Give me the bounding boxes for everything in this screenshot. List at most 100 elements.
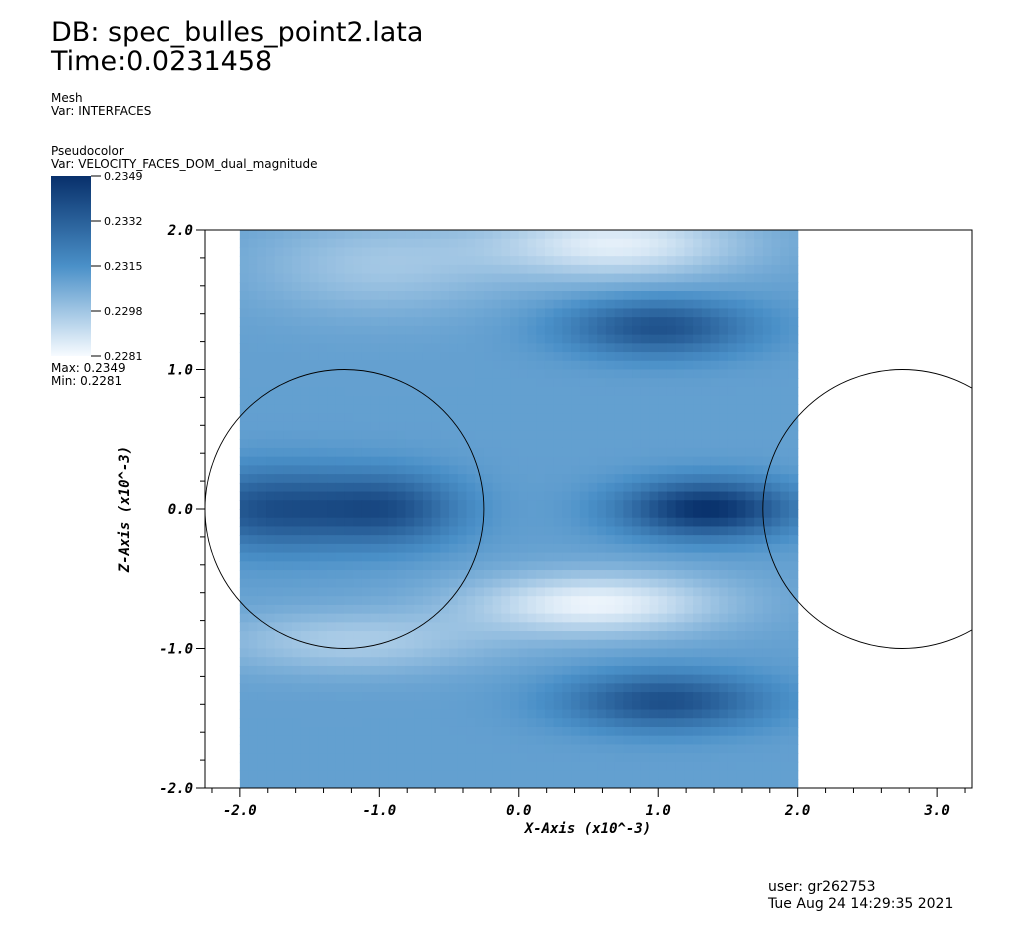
- heatmap-cell: [396, 299, 407, 310]
- heatmap-cell: [605, 692, 616, 702]
- heatmap-cell: [527, 526, 537, 536]
- heatmap-cell: [579, 587, 590, 597]
- heatmap-cell: [414, 491, 424, 501]
- heatmap-cell: [466, 352, 476, 362]
- heatmap-cell: [248, 317, 258, 327]
- heatmap-cell: [605, 535, 616, 545]
- heatmap-cell: [588, 256, 598, 266]
- heatmap-cell: [736, 657, 746, 667]
- x-tick-label: 3.0: [923, 803, 949, 819]
- heatmap-cell: [754, 639, 764, 650]
- heatmap-cell: [771, 395, 781, 405]
- heatmap-cell: [318, 587, 328, 597]
- heatmap-cell: [771, 421, 781, 432]
- x-axis: -2.0 -1.0 0.0 1.0 2.0 3.0: [211, 788, 966, 819]
- heatmap-cell: [379, 578, 389, 589]
- heatmap-cell: [788, 264, 799, 275]
- heatmap-cell: [309, 395, 319, 405]
- heatmap-cell: [414, 692, 424, 702]
- heatmap-cell: [579, 622, 590, 632]
- heatmap-cell: [361, 291, 372, 301]
- heatmap-cell: [754, 238, 764, 249]
- heatmap-cell: [266, 369, 276, 379]
- heatmap-cell: [649, 779, 659, 788]
- heatmap-cell: [553, 509, 563, 519]
- heatmap-cell: [414, 761, 424, 772]
- heatmap-cell: [266, 613, 276, 623]
- heatmap-cell: [353, 657, 363, 667]
- heatmap-cell: [632, 639, 642, 650]
- heatmap-cell: [762, 631, 773, 641]
- heatmap-cell: [388, 291, 398, 301]
- heatmap-cell: [701, 770, 712, 780]
- heatmap-cell: [379, 299, 389, 310]
- heatmap-cell: [440, 264, 450, 275]
- heatmap-cell: [327, 247, 337, 257]
- heatmap-cell: [457, 273, 468, 283]
- heatmap-cell: [623, 439, 633, 449]
- heatmap-cell: [248, 386, 258, 397]
- heatmap-cell: [780, 404, 790, 414]
- heatmap-cell: [605, 543, 616, 554]
- heatmap-cell: [562, 439, 572, 449]
- heatmap-cell: [501, 709, 511, 719]
- heatmap-cell: [553, 456, 563, 467]
- heatmap-cell: [658, 578, 668, 589]
- heatmap-cell: [736, 325, 746, 336]
- heatmap-cell: [483, 273, 494, 283]
- heatmap-cell: [309, 718, 319, 728]
- heatmap-cell: [553, 657, 563, 667]
- heatmap-cell: [475, 334, 485, 344]
- heatmap-cell: [727, 456, 738, 467]
- heatmap-cell: [292, 561, 302, 571]
- heatmap-cell: [719, 334, 729, 344]
- heatmap-cell: [614, 535, 624, 545]
- heatmap-cell: [597, 238, 607, 249]
- heatmap-cell: [266, 299, 276, 310]
- heatmap-cell: [780, 604, 790, 615]
- heatmap-cell: [266, 238, 276, 249]
- heatmap-cell: [300, 439, 311, 449]
- heatmap-cell: [632, 735, 642, 746]
- heatmap-cell: [536, 352, 546, 362]
- heatmap-cell: [527, 561, 537, 571]
- heatmap-cell: [422, 299, 433, 310]
- heatmap-cell: [466, 648, 476, 658]
- heatmap-cell: [344, 465, 354, 475]
- heatmap-cell: [553, 474, 563, 484]
- heatmap-cell: [266, 648, 276, 658]
- heatmap-cell: [649, 360, 659, 371]
- heatmap-cell: [710, 378, 720, 388]
- heatmap-cell: [588, 308, 598, 318]
- heatmap-cell: [449, 238, 459, 249]
- heatmap-cell: [632, 456, 642, 467]
- heatmap-cell: [640, 230, 651, 240]
- heatmap-cell: [754, 430, 764, 440]
- heatmap-cell: [553, 761, 563, 772]
- heatmap-cell: [553, 230, 563, 240]
- heatmap-cell: [632, 238, 642, 249]
- heatmap-cell: [701, 299, 712, 310]
- heatmap-cell: [553, 360, 563, 371]
- heatmap-cell: [771, 735, 781, 746]
- heatmap-cell: [736, 596, 746, 606]
- heatmap-cell: [466, 535, 476, 545]
- heatmap-cell: [788, 291, 799, 301]
- heatmap-cell: [649, 648, 659, 658]
- heatmap-cell: [449, 395, 459, 405]
- heatmap-cell: [422, 631, 433, 641]
- heatmap-cell: [710, 604, 720, 615]
- heatmap-cell: [266, 413, 276, 423]
- heatmap-cell: [597, 491, 607, 501]
- heatmap-cell: [274, 482, 285, 493]
- heatmap-cell: [327, 404, 337, 414]
- heatmap-cell: [597, 761, 607, 772]
- heatmap-cell: [745, 465, 755, 475]
- heatmap-cell: [597, 386, 607, 397]
- heatmap-cell: [771, 587, 781, 597]
- heatmap-cell: [440, 378, 450, 388]
- heatmap-cell: [388, 744, 398, 754]
- heatmap-cell: [614, 700, 624, 711]
- heatmap-cell: [527, 247, 537, 257]
- heatmap-cell: [483, 230, 494, 240]
